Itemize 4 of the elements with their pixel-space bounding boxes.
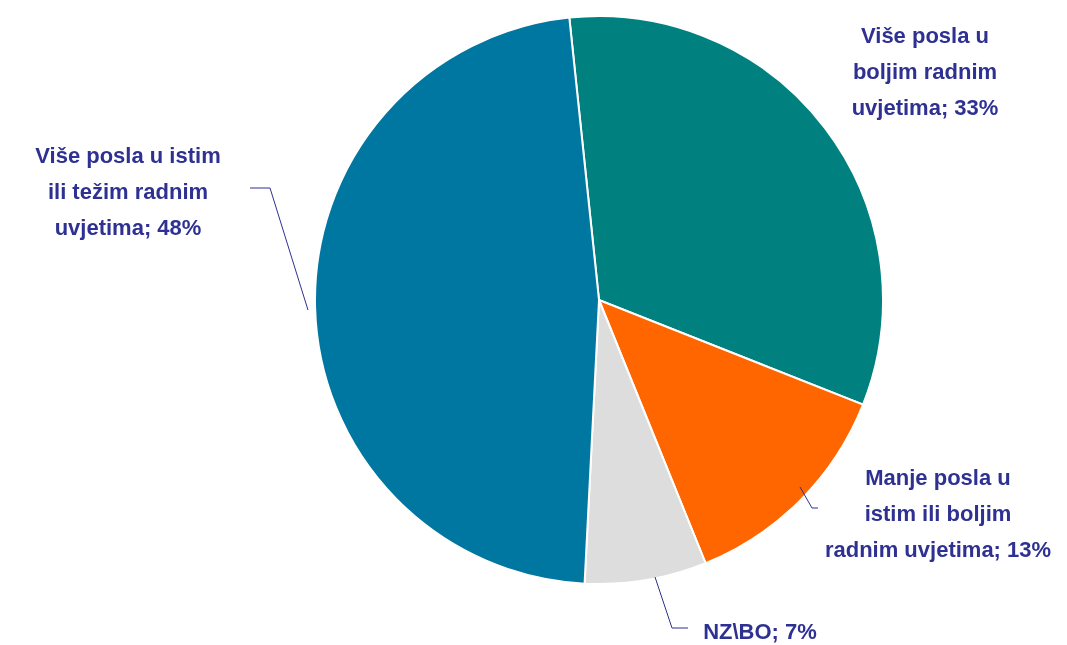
slice-label: NZ\BO; 7%	[703, 619, 817, 644]
slice-label: Više posla u boljim radnim uvjetima; 33%	[851, 23, 999, 120]
slice-label: Više posla u istim ili težim radnim uvjetima; 48%	[35, 143, 221, 240]
slice-label: Manje posla u istim ili boljim radnim uvjetima; 13%	[824, 465, 1052, 562]
